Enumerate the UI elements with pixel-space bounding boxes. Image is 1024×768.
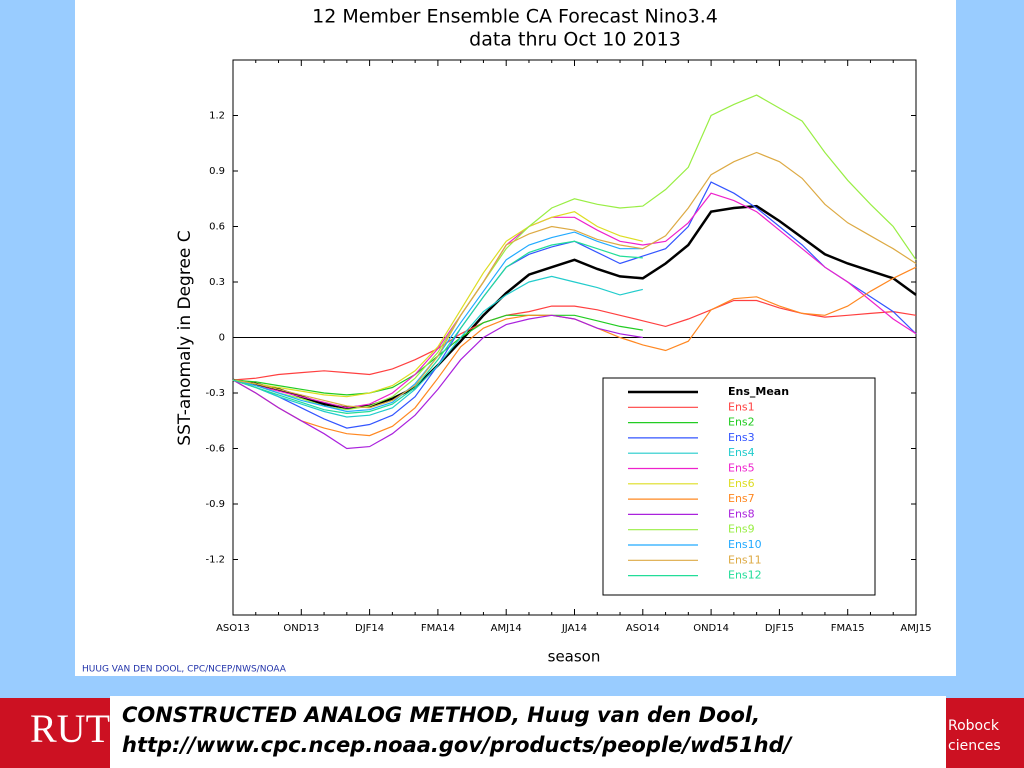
legend-label: Ens12 [728, 569, 762, 582]
y-tick-label: -0.3 [205, 388, 225, 399]
x-tick-label: OND13 [283, 623, 319, 634]
caption-line: http://www.cpc.ncep.noaa.gov/products/pe… [122, 733, 794, 757]
legend-label: Ens8 [728, 507, 755, 520]
x-tick-label: ASO14 [626, 623, 660, 634]
x-tick-label: JJA14 [561, 623, 587, 634]
x-tick-label: DJF14 [355, 623, 384, 634]
caption-box [110, 696, 946, 768]
y-tick-label: 0.6 [209, 222, 225, 233]
series-line [232, 151, 917, 409]
y-tick-label: -0.9 [205, 499, 225, 510]
y-tick-label: 0.3 [209, 277, 225, 288]
series-line [232, 275, 643, 418]
legend-label: Ens4 [728, 446, 755, 459]
legend-label: Ens10 [728, 538, 762, 551]
credit: HUUG VAN DEN DOOL, CPC/NCEP/NWS/NOAA [82, 665, 287, 675]
x-axis-label: season [548, 648, 601, 666]
logo: RUT [30, 706, 110, 751]
x-tick-label: OND14 [693, 623, 729, 634]
legend-label: Ens9 [728, 523, 755, 536]
y-tick-label: 0.9 [209, 166, 225, 177]
legend-box [602, 377, 876, 596]
legend-label: Ens7 [728, 492, 755, 505]
x-tick-label: FMA14 [421, 623, 455, 634]
legend-label: Ens3 [728, 431, 755, 444]
y-tick-label: 0 [219, 333, 225, 344]
x-tick-label: AMJ14 [491, 623, 522, 634]
y-tick-label: -0.6 [205, 444, 225, 455]
legend-label: Ens2 [728, 416, 755, 429]
series-line [232, 192, 917, 409]
x-tick-label: ASO13 [216, 623, 250, 634]
chart-title: 12 Member Ensemble CA Forecast Nino3.4 [312, 6, 718, 28]
series-line [232, 240, 643, 415]
x-tick-label: FMA15 [831, 623, 865, 634]
side-text: ciences [948, 738, 1001, 754]
series-line [232, 211, 643, 398]
legend-label: Ens5 [728, 462, 755, 475]
legend-label: Ens1 [728, 400, 755, 413]
legend-label: Ens_Mean [728, 385, 789, 398]
side-text: Robock [948, 718, 1000, 734]
legend-label: Ens11 [728, 553, 762, 566]
caption-line: CONSTRUCTED ANALOG METHOD, Huug van den … [122, 703, 760, 727]
x-tick-label: DJF15 [765, 623, 794, 634]
series-line [232, 314, 643, 450]
y-tick-label: 1.2 [209, 111, 225, 122]
y-tick-label: -1.2 [205, 555, 225, 566]
legend-label: Ens6 [728, 477, 755, 490]
x-tick-label: AMJ15 [900, 623, 931, 634]
y-axis-label: SST-anomaly in Degree C [175, 230, 195, 445]
series-line [232, 94, 917, 411]
chart-subtitle: data thru Oct 10 2013 [469, 29, 681, 51]
